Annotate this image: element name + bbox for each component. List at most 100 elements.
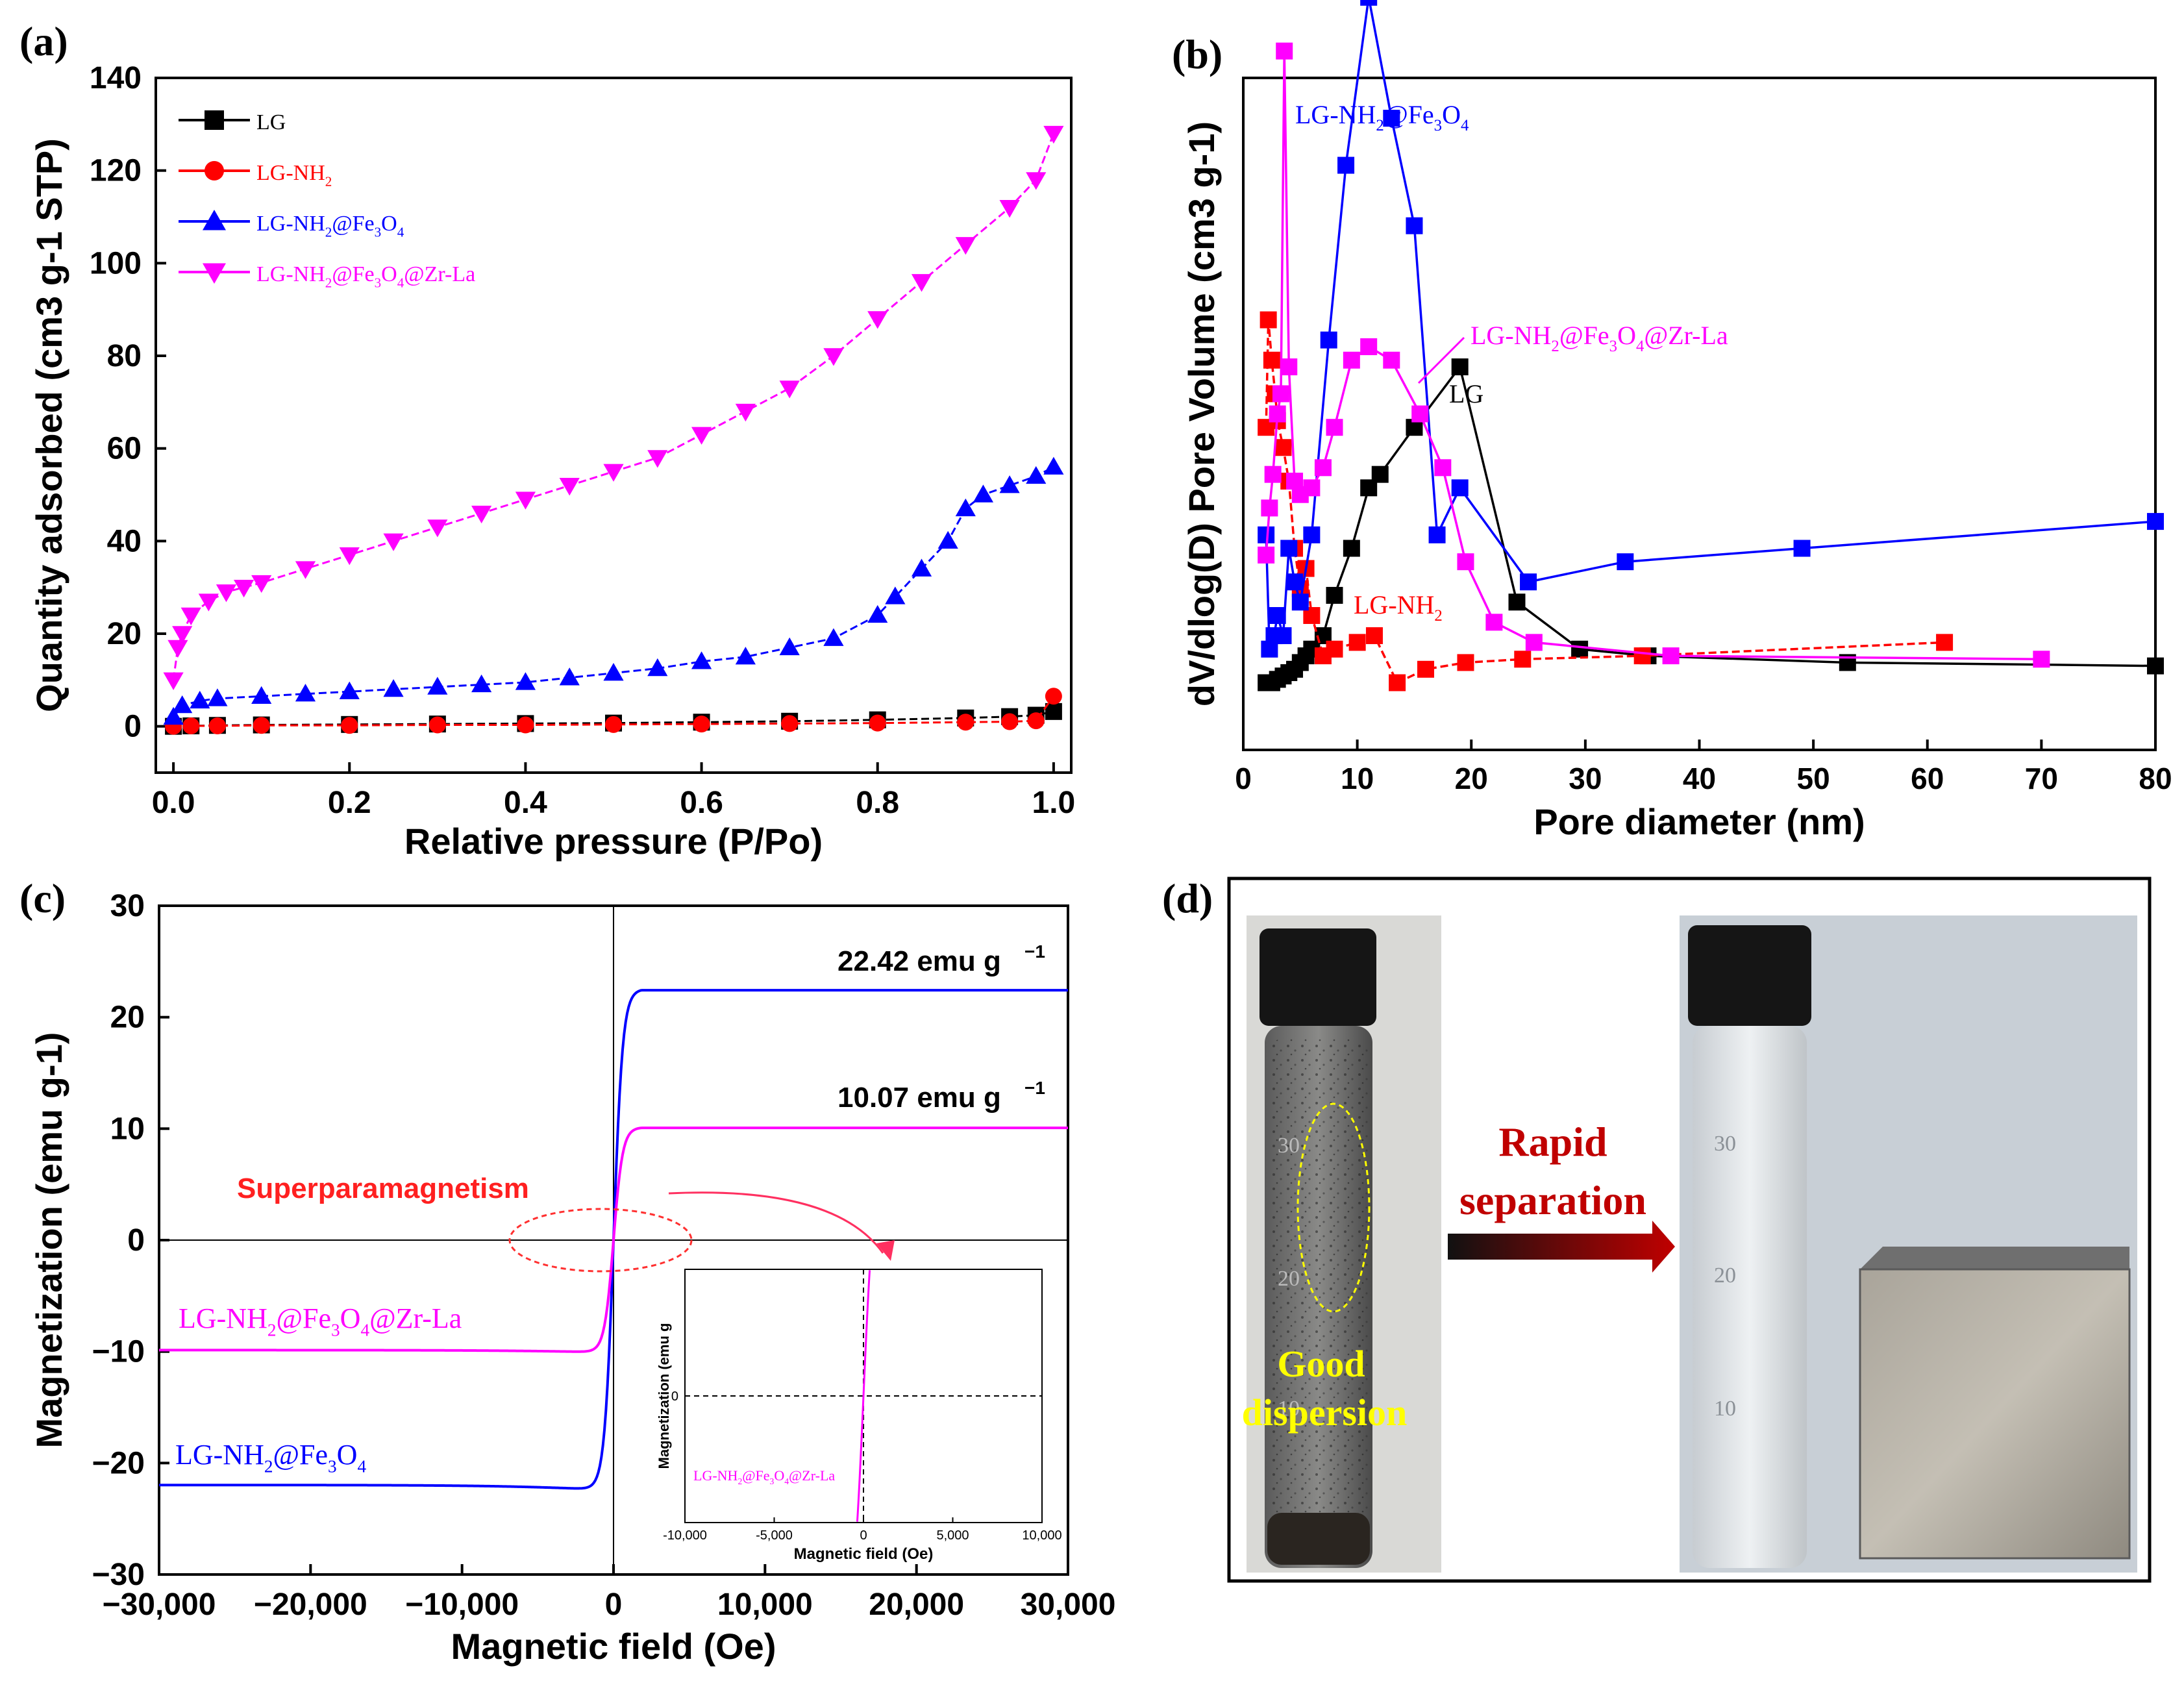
data-point [1326, 586, 1343, 604]
panel-label-d: (d) [1162, 875, 1213, 921]
data-point [1314, 459, 1332, 477]
x-tick-label: −20,000 [254, 1587, 367, 1622]
y-tick-label: 120 [90, 154, 142, 188]
good-dispersion-label-1: Good [1277, 1343, 1365, 1385]
data-point [198, 593, 219, 612]
x-tick-label: 0 [1235, 762, 1252, 795]
data-point [691, 427, 712, 445]
data-point [735, 403, 756, 422]
data-point [1360, 338, 1378, 355]
data-point [1261, 499, 1278, 517]
plot-frame [1242, 77, 2157, 751]
data-point [163, 672, 184, 690]
data-point [1043, 125, 1064, 144]
data-point [999, 200, 1020, 218]
photo-panel-d: 30 20 10 Good dispersion Rapid separatio… [1227, 877, 2152, 1583]
data-point [1260, 311, 1277, 329]
data-point [1520, 573, 1537, 591]
data-point [251, 575, 272, 593]
data-point [1280, 358, 1298, 376]
data-point [172, 695, 193, 714]
data-point [251, 686, 272, 704]
data-point [182, 717, 200, 734]
data-point [999, 475, 1020, 493]
data-point [1371, 466, 1389, 483]
data-point [1514, 651, 1532, 668]
data-point [295, 561, 316, 579]
x-tick-label: 0.8 [856, 786, 899, 820]
data-point [1043, 456, 1064, 475]
data-point [781, 715, 799, 732]
data-point [1274, 439, 1292, 456]
panel-label-a: (a) [19, 18, 68, 64]
data-point [180, 607, 201, 626]
y-tick-label: −30 [92, 1558, 145, 1592]
data-point [339, 547, 360, 566]
superpara-ellipse [508, 1208, 693, 1273]
panel-label-b: (b) [1172, 31, 1222, 77]
data-point [1045, 688, 1062, 705]
data-point [168, 640, 188, 658]
data-point [1571, 640, 1589, 658]
data-point [1662, 647, 1680, 665]
inset-x-tick-label: -5,000 [756, 1528, 793, 1543]
data-point [1337, 156, 1355, 174]
saturation-label-2: 10.07 emu g [838, 1082, 1001, 1114]
data-point [885, 586, 906, 604]
data-point [1434, 459, 1452, 477]
y-tick-label: 140 [90, 61, 142, 95]
vial-left-mark-30: 30 [1278, 1134, 1300, 1158]
annotation-zr-la: LG-NH2@Fe3O4@Zr-La [1470, 321, 1728, 355]
data-point [867, 604, 888, 623]
data-point [1343, 540, 1360, 557]
data-point [1026, 466, 1047, 484]
data-point [1451, 479, 1469, 497]
data-point [1001, 713, 1019, 730]
y-tick-label: 0 [124, 710, 142, 744]
y-tick-label: 60 [107, 432, 142, 466]
y-tick-label: 0 [127, 1223, 145, 1258]
data-point [1269, 607, 1286, 624]
data-point [1633, 647, 1651, 665]
annotation-nh2: LG-NH2 [1354, 590, 1443, 625]
x-tick-label: 70 [2025, 762, 2058, 795]
series-line [1265, 51, 2042, 661]
legend-label: LG [256, 110, 286, 134]
series-label-zr-la: LG-NH2@Fe3O4@Zr-La [179, 1302, 462, 1339]
inset-x-tick-label: -10,000 [663, 1528, 707, 1543]
data-point [1417, 660, 1434, 678]
data-point [603, 663, 624, 681]
data-point [339, 681, 360, 699]
data-point [1793, 540, 1811, 557]
data-point [869, 714, 886, 732]
x-tick-label: 1.0 [1032, 786, 1076, 820]
y-tick-label: 20 [110, 1001, 145, 1035]
data-point [1508, 593, 1526, 611]
x-tick-label: 0 [605, 1587, 623, 1622]
chart-c-magnetization: −30,000 −20,000 −10,000 0 10,000 20,000 30,000… [29, 889, 1115, 1667]
vial-left-cap [1260, 928, 1376, 1026]
superpara-arrowhead [876, 1240, 895, 1261]
data-point [1365, 627, 1383, 645]
data-point [1276, 42, 1293, 60]
x-axis-label: Pore diameter (nm) [1533, 801, 1865, 842]
vial-right-mark-10: 10 [1714, 1397, 1736, 1421]
data-point [207, 688, 228, 706]
vial-left-sediment [1267, 1513, 1370, 1565]
data-point [471, 505, 492, 524]
data-point [957, 714, 974, 731]
annotation-fe3o4: LG-NH2@Fe3O4 [1295, 100, 1469, 134]
annotation-lg: LG [1449, 379, 1483, 408]
legend-marker [203, 263, 226, 284]
y-tick-label: −10 [92, 1335, 145, 1369]
data-point [1326, 419, 1343, 436]
y-tick-label: 80 [107, 339, 142, 373]
y-axis-label: Magnetization (emu g-1) [29, 1032, 69, 1449]
x-tick-label: 0.2 [328, 786, 371, 820]
data-point [1264, 466, 1282, 483]
data-point [1411, 405, 1429, 423]
data-point [823, 348, 844, 366]
vial-left-mark-20: 20 [1278, 1267, 1300, 1291]
data-point [216, 584, 237, 603]
